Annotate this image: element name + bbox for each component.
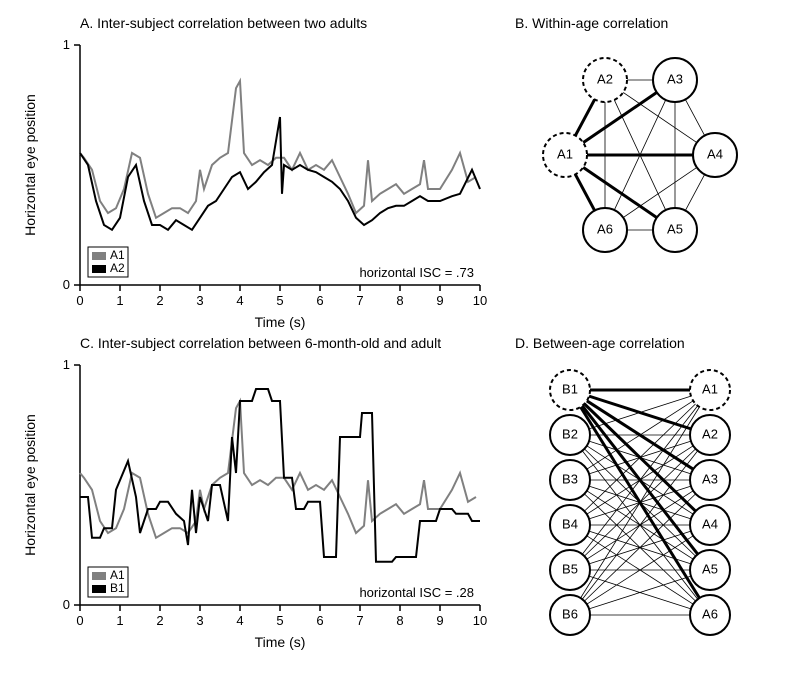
svg-text:3: 3 [196, 293, 203, 308]
svg-text:B6: B6 [562, 606, 578, 621]
figure-grid: A. Inter-subject correlation between two… [15, 15, 785, 655]
panel-d: D. Between-age correlation B1 B2 B3 B4 B5 B6 A… [495, 335, 775, 655]
svg-text:A1: A1 [702, 381, 718, 396]
svg-text:B5: B5 [562, 561, 578, 576]
svg-text:A1: A1 [557, 146, 573, 161]
svg-text:5: 5 [276, 293, 283, 308]
svg-text:A3: A3 [702, 471, 718, 486]
svg-text:0: 0 [76, 293, 83, 308]
svg-text:7: 7 [356, 293, 363, 308]
svg-text:Time (s): Time (s) [255, 634, 306, 650]
svg-text:0: 0 [76, 613, 83, 628]
svg-text:A5: A5 [667, 221, 683, 236]
svg-text:1: 1 [63, 357, 70, 372]
svg-text:4: 4 [236, 293, 243, 308]
svg-text:horizontal ISC = .73: horizontal ISC = .73 [359, 265, 474, 280]
svg-text:1: 1 [63, 37, 70, 52]
svg-text:1: 1 [116, 293, 123, 308]
panel-b-network: A1 A2 A3 A4 A5 A6 [495, 15, 775, 315]
svg-text:Time (s): Time (s) [255, 314, 306, 330]
svg-text:A4: A4 [702, 516, 718, 531]
svg-text:B3: B3 [562, 471, 578, 486]
svg-text:A6: A6 [702, 606, 718, 621]
svg-text:9: 9 [436, 613, 443, 628]
svg-text:B4: B4 [562, 516, 578, 531]
panel-a-title: A. Inter-subject correlation between two… [80, 15, 367, 31]
svg-text:3: 3 [196, 613, 203, 628]
svg-text:horizontal ISC = .28: horizontal ISC = .28 [359, 585, 474, 600]
svg-text:A6: A6 [597, 221, 613, 236]
svg-text:A4: A4 [707, 146, 723, 161]
svg-text:5: 5 [276, 613, 283, 628]
svg-text:A3: A3 [667, 71, 683, 86]
svg-text:7: 7 [356, 613, 363, 628]
svg-text:B1: B1 [562, 381, 578, 396]
panel-c-chart: 0 1 2 3 4 5 6 7 8 9 10 0 1 Time (s) Horizontal eye pos… [15, 335, 495, 655]
svg-text:8: 8 [396, 613, 403, 628]
svg-text:A1: A1 [110, 568, 125, 582]
panel-d-title: D. Between-age correlation [515, 335, 685, 351]
svg-text:9: 9 [436, 293, 443, 308]
svg-text:B1: B1 [110, 581, 125, 595]
panel-a-chart: 0 1 2 3 4 5 6 7 8 9 10 0 1 Time (s) Horizontal eye pos… [15, 15, 495, 335]
panel-c: C. Inter-subject correlation between 6-m… [15, 335, 495, 655]
svg-text:A2: A2 [702, 426, 718, 441]
svg-text:6: 6 [316, 293, 323, 308]
panel-b-title: B. Within-age correlation [515, 15, 668, 31]
panel-c-title: C. Inter-subject correlation between 6-m… [80, 335, 441, 351]
svg-text:10: 10 [473, 613, 487, 628]
svg-text:A1: A1 [110, 248, 125, 262]
svg-text:0: 0 [63, 277, 70, 292]
svg-text:10: 10 [473, 293, 487, 308]
svg-text:6: 6 [316, 613, 323, 628]
svg-text:A2: A2 [597, 71, 613, 86]
svg-text:2: 2 [156, 613, 163, 628]
svg-text:8: 8 [396, 293, 403, 308]
svg-text:B2: B2 [562, 426, 578, 441]
svg-text:A2: A2 [110, 261, 125, 275]
svg-text:A5: A5 [702, 561, 718, 576]
svg-text:2: 2 [156, 293, 163, 308]
panel-a: A. Inter-subject correlation between two… [15, 15, 495, 335]
svg-text:1: 1 [116, 613, 123, 628]
svg-text:Horizontal eye position: Horizontal eye position [22, 414, 38, 556]
svg-text:4: 4 [236, 613, 243, 628]
svg-text:Horizontal eye position: Horizontal eye position [22, 94, 38, 236]
svg-text:0: 0 [63, 597, 70, 612]
panel-b: B. Within-age correlation A1 A2 A3 A4 A5 A6 [495, 15, 775, 335]
panel-d-network: B1 B2 B3 B4 B5 B6 A1 A2 A3 A4 A5 A6 [495, 335, 775, 655]
